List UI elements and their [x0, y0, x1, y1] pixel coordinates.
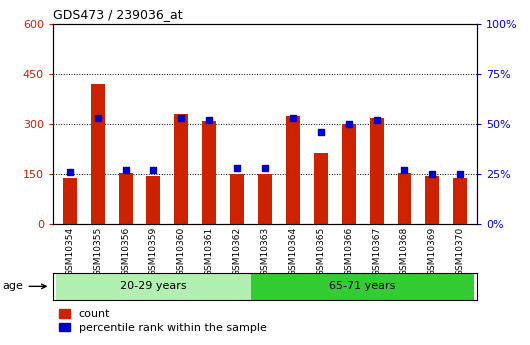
- Bar: [202, 121, 216, 224]
- Point: [316, 129, 325, 135]
- Point: [205, 117, 214, 123]
- Bar: [91, 84, 104, 224]
- Text: age: age: [3, 282, 46, 291]
- Bar: [63, 178, 77, 224]
- Bar: [342, 124, 356, 224]
- Legend: count, percentile rank within the sample: count, percentile rank within the sample: [58, 309, 267, 333]
- Point: [344, 121, 353, 127]
- Bar: [314, 152, 328, 224]
- Bar: [56, 273, 251, 300]
- Point: [289, 116, 297, 121]
- Point: [373, 117, 381, 123]
- Point: [428, 171, 437, 177]
- Point: [233, 166, 241, 171]
- Point: [93, 116, 102, 121]
- Point: [400, 167, 409, 173]
- Text: 65-71 years: 65-71 years: [330, 282, 396, 291]
- Bar: [146, 176, 161, 224]
- Bar: [398, 172, 411, 224]
- Bar: [119, 172, 132, 224]
- Bar: [230, 174, 244, 224]
- Bar: [258, 174, 272, 224]
- Bar: [453, 178, 467, 224]
- Text: GDS473 / 239036_at: GDS473 / 239036_at: [53, 8, 183, 21]
- Bar: [251, 273, 474, 300]
- Bar: [426, 176, 439, 224]
- Point: [66, 169, 74, 175]
- Bar: [174, 114, 188, 224]
- Point: [456, 171, 464, 177]
- Point: [149, 167, 157, 173]
- Point: [121, 167, 130, 173]
- Bar: [286, 116, 300, 224]
- Point: [177, 116, 186, 121]
- Bar: [369, 118, 384, 224]
- Text: 20-29 years: 20-29 years: [120, 282, 187, 291]
- Point: [261, 166, 269, 171]
